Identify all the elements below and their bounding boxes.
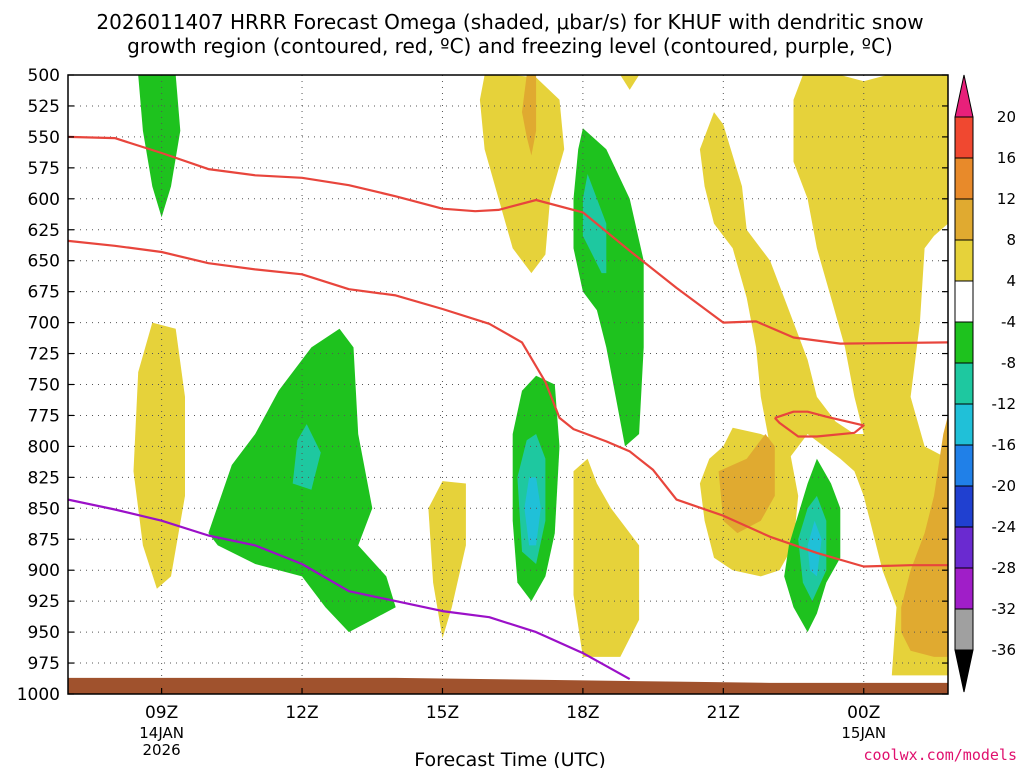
colorbar-bin [954, 157, 974, 200]
colorbar-bin [954, 116, 974, 159]
y-tick-label: 775 [28, 406, 60, 426]
omega-region-4-7 [620, 75, 640, 90]
contour-lines [68, 135, 948, 681]
y-tick-label: 900 [28, 561, 60, 581]
omega-region--12-10 [524, 477, 541, 546]
y-tick-label: 975 [28, 654, 60, 674]
x-year-label: 2026 [143, 741, 181, 759]
y-tick-label: 575 [28, 159, 60, 179]
colorbar-bin [954, 485, 974, 528]
y-tick-label: 875 [28, 530, 60, 550]
colorbar-bin [954, 198, 974, 241]
colorbar-bin [954, 403, 974, 446]
colorbar-label: -28 [992, 559, 1017, 577]
y-tick-label: 800 [28, 437, 60, 457]
colorbar-label: -24 [992, 518, 1017, 536]
x-tick-label: 21Z [707, 703, 740, 723]
colorbar-bin [954, 280, 974, 323]
omega-region--8-12 [582, 174, 607, 274]
y-tick-label: 625 [28, 221, 60, 241]
omega-region-8-16 [718, 434, 775, 534]
colorbar-bin [954, 444, 974, 487]
x-tick-label: 12Z [285, 703, 318, 723]
y-tick-label: 925 [28, 592, 60, 612]
colorbar: 20 16 12 8 4 -4 -8 -12 -16 -20 -24 -28 -32 -36 [954, 74, 1017, 693]
omega-region-4-14 [699, 75, 948, 676]
y-tick-label: 700 [28, 314, 60, 334]
y-tick-label: 725 [28, 345, 60, 365]
y-tick-label: 550 [28, 128, 60, 148]
x-tick-label: 15Z [426, 703, 459, 723]
y-tick-label: 850 [28, 499, 60, 519]
omega-region-4-5 [479, 75, 565, 274]
y-tick-label: 675 [28, 283, 60, 303]
colorbar-label: -12 [992, 395, 1017, 413]
contour-line-3 [68, 498, 631, 681]
colorbar-label: 12 [997, 190, 1016, 208]
colorbar-label: 20 [997, 108, 1016, 126]
y-tick-label: 500 [28, 66, 60, 86]
x-date-label: 14JAN [139, 724, 184, 742]
title-line-2: growth region (contoured, red, ºC) and f… [127, 34, 893, 58]
x-tick-label: 18Z [566, 703, 599, 723]
colorbar-label: -20 [992, 477, 1017, 495]
y-axis: 500 525 550 575 600 625 650 675 700 725 750 775 800 8… [17, 66, 948, 705]
omega-region--8-3 [292, 424, 321, 490]
title-line-1: 2026011407 HRRR Forecast Omega (shaded, … [96, 10, 923, 34]
x-tick-label: 00Z [847, 703, 880, 723]
colorbar-label: 4 [1006, 272, 1016, 290]
omega-region-8-6 [522, 75, 537, 156]
y-tick-label: 525 [28, 97, 60, 117]
colorbar-bin [954, 362, 974, 405]
omega-region-4-4 [428, 481, 466, 639]
omega-region-4-13 [573, 458, 640, 657]
colorbar-bin [954, 239, 974, 282]
colorbar-label: -32 [992, 600, 1017, 618]
y-tick-label: 650 [28, 252, 60, 272]
omega-region--4-0 [138, 75, 181, 218]
colorbar-label: 16 [997, 149, 1016, 167]
ground-layer [68, 677, 948, 694]
colorbar-label: -36 [992, 641, 1017, 659]
omega-shaded-regions [133, 75, 948, 676]
contour-line-1 [68, 239, 948, 568]
colorbar-top-arrow [954, 74, 974, 118]
contour-line-2 [773, 410, 865, 438]
colorbar-label: 8 [1006, 231, 1016, 249]
omega-region-4-1 [133, 322, 185, 589]
colorbar-bin [954, 321, 974, 364]
credit-link[interactable]: coolwx.com/models [863, 746, 1017, 764]
y-tick-label: 600 [28, 190, 60, 210]
colorbar-bin [954, 526, 974, 569]
colorbar-bottom-arrow [954, 649, 974, 693]
contour-line-0 [68, 135, 948, 345]
y-tick-label: 825 [28, 468, 60, 488]
colorbar-bin [954, 608, 974, 651]
x-axis-label: Forecast Time (UTC) [414, 749, 605, 768]
ground-fill [68, 677, 948, 694]
y-tick-label: 1000 [17, 685, 60, 705]
y-tick-label: 950 [28, 623, 60, 643]
omega-region--12-20 [807, 520, 822, 577]
y-tick-label: 750 [28, 376, 60, 396]
x-date-label: 15JAN [841, 724, 886, 742]
x-tick-label: 09Z [145, 703, 178, 723]
colorbar-bin [954, 567, 974, 610]
omega-region--4-11 [573, 128, 644, 447]
colorbar-label: -8 [1001, 354, 1016, 372]
omega-region-8-17 [901, 415, 948, 657]
colorbar-label: -16 [992, 436, 1017, 454]
colorbar-label: -4 [1001, 313, 1016, 331]
